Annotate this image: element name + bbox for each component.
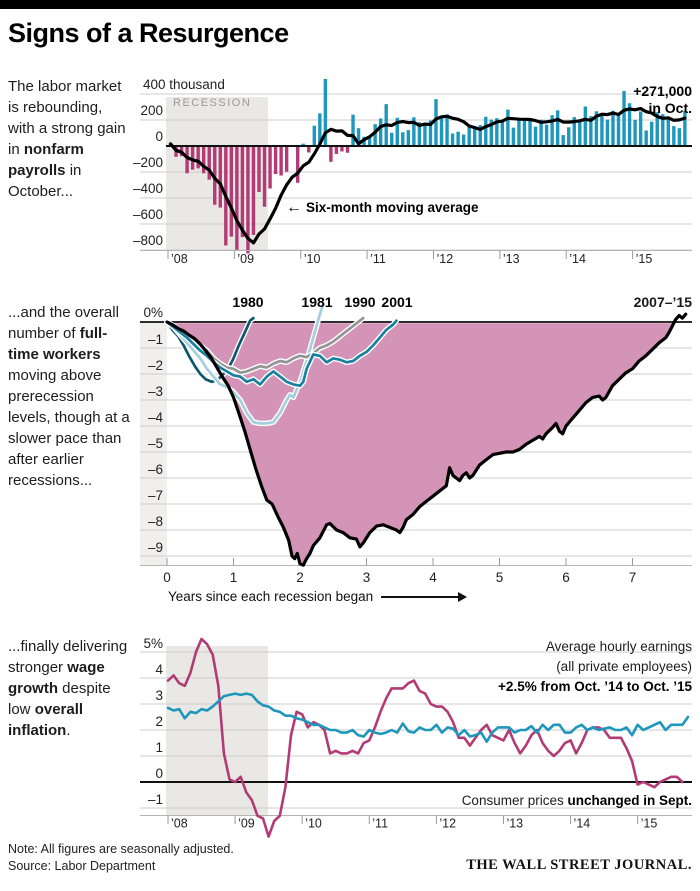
intro-paragraph-wages: ...finally delivering stronger wage grow… — [8, 636, 136, 741]
svg-text:’11: ’11 — [372, 817, 388, 831]
svg-text:2: 2 — [155, 714, 163, 729]
svg-text:’12: ’12 — [436, 252, 453, 266]
earnings-annotation-line2: (all private employees) — [556, 659, 692, 674]
earnings-annotation-line1: Average hourly earnings — [545, 639, 692, 654]
footnote: Note: All figures are seasonally adjuste… — [8, 842, 234, 856]
svg-text:–8: –8 — [148, 514, 163, 529]
left-arrow-icon: ← — [286, 199, 302, 216]
text-segment: nonfarm payrolls — [8, 141, 84, 179]
svg-text:6: 6 — [562, 570, 570, 585]
svg-text:1: 1 — [155, 740, 163, 755]
recession-year-label-1981: 1981 — [301, 294, 333, 310]
svg-text:–1: –1 — [148, 332, 163, 347]
text-segment: The labor market is rebounding, with a s… — [8, 78, 126, 158]
svg-text:1: 1 — [230, 570, 238, 585]
svg-text:’14: ’14 — [569, 252, 586, 266]
cpi-annotation: Consumer prices unchanged in Sept. — [462, 793, 692, 808]
svg-text:–600: –600 — [133, 207, 163, 222]
text-segment: moving above prerecession levels, though… — [8, 367, 130, 489]
intro-paragraph-fulltime: ...and the overall number of full-time w… — [8, 302, 134, 491]
svg-text:’10: ’10 — [305, 817, 322, 831]
svg-text:2: 2 — [296, 570, 304, 585]
svg-text:0%: 0% — [143, 305, 163, 320]
svg-text:0: 0 — [155, 129, 163, 144]
text-segment: wage growth — [8, 659, 105, 697]
recession-label: RECESSION — [173, 97, 252, 109]
svg-text:’10: ’10 — [304, 252, 321, 266]
recession-year-label-2007-15: 2007–’15 — [633, 294, 692, 310]
svg-text:5: 5 — [496, 570, 504, 585]
svg-text:’09: ’09 — [237, 252, 254, 266]
svg-text:’09: ’09 — [238, 817, 255, 831]
svg-text:5%: 5% — [143, 636, 163, 651]
svg-text:’13: ’13 — [506, 817, 523, 831]
moving-average-label: Six-month moving average — [306, 200, 479, 215]
svg-text:’15: ’15 — [641, 817, 658, 831]
wsj-brand: THE WALL STREET JOURNAL. — [466, 857, 692, 873]
svg-text:–9: –9 — [148, 540, 163, 555]
svg-text:–3: –3 — [148, 384, 163, 399]
svg-text:–2: –2 — [148, 358, 163, 373]
payrolls-chart: 400 thousand 200 0 –200 –400 –600 –800 ’08 ’09 ’1… — [133, 77, 692, 266]
svg-text:200: 200 — [140, 103, 163, 118]
svg-text:3: 3 — [155, 688, 163, 703]
svg-text:’14: ’14 — [574, 817, 591, 831]
text-segment: full-time workers — [8, 325, 108, 363]
svg-text:’15: ’15 — [636, 252, 653, 266]
svg-text:–400: –400 — [133, 181, 163, 196]
svg-text:400 thousand: 400 thousand — [143, 77, 225, 92]
svg-text:’08: ’08 — [171, 817, 188, 831]
svg-text:0: 0 — [163, 570, 171, 585]
text-segment: ...finally delivering stronger — [8, 638, 128, 676]
recession-year-label-2001: 2001 — [381, 294, 413, 310]
svg-text:3: 3 — [363, 570, 371, 585]
svg-text:7: 7 — [629, 570, 637, 585]
cpi-annotation-bold: unchanged in Sept. — [567, 793, 692, 808]
svg-text:–7: –7 — [148, 488, 163, 503]
recession-comparison-chart: 0% –1 –2 –3 –4 –5 –6 –7 –8 –90 1 2 3 4 5 6 7 — [140, 301, 692, 585]
text-segment: despite low — [8, 680, 111, 718]
payrolls-highlight-month: in Oct. — [648, 100, 692, 116]
earnings-inflation-chart: 5% 4 3 2 1 0 –1 ’08 ’09 ’10 ’11 ’12 ’13 ’14 ’15 — [140, 636, 692, 838]
svg-text:–4: –4 — [148, 410, 164, 425]
svg-text:0: 0 — [155, 766, 163, 781]
payrolls-highlight: +271,000 in Oct. — [633, 83, 692, 117]
earnings-annotation-line3: +2.5% from Oct. ’14 to Oct. ’15 — [498, 679, 692, 694]
svg-text:–5: –5 — [148, 436, 163, 451]
years-axis-caption-text: Years since each recession began — [168, 589, 374, 604]
page-title: Signs of a Resurgence — [8, 18, 289, 48]
right-arrow-icon — [381, 592, 468, 603]
earnings-annotation: Average hourly earnings (all private emp… — [498, 637, 692, 697]
top-rule — [0, 0, 700, 9]
source-line: Source: Labor Department — [8, 859, 156, 873]
text-segment: overall inflation — [8, 701, 84, 739]
svg-text:’08: ’08 — [171, 252, 188, 266]
svg-text:’11: ’11 — [370, 252, 386, 266]
svg-text:4: 4 — [155, 662, 163, 677]
text-segment: . — [66, 722, 71, 739]
svg-text:’13: ’13 — [503, 252, 520, 266]
cpi-annotation-plain: Consumer prices — [461, 793, 568, 808]
svg-text:–6: –6 — [148, 462, 163, 477]
recession-year-label-1990: 1990 — [344, 294, 376, 310]
svg-text:–200: –200 — [133, 155, 163, 170]
payrolls-highlight-value: +271,000 — [633, 83, 692, 99]
svg-text:4: 4 — [429, 570, 437, 585]
moving-average-annotation: ← Six-month moving average — [286, 199, 479, 217]
svg-text:–800: –800 — [133, 233, 163, 248]
svg-text:’12: ’12 — [439, 817, 456, 831]
text-segment: in October... — [8, 162, 82, 200]
recession-year-label-1980: 1980 — [232, 294, 264, 310]
text-segment: ...and the overall number of — [8, 304, 119, 342]
years-axis-caption: Years since each recession began — [168, 589, 468, 604]
intro-paragraph-payrolls: The labor market is rebounding, with a s… — [8, 76, 128, 202]
svg-text:–1: –1 — [148, 792, 163, 807]
